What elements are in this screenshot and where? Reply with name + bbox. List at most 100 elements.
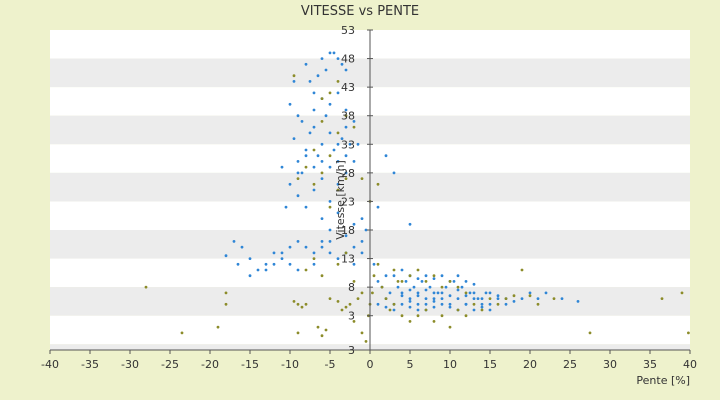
data-point [400, 294, 404, 298]
data-point [312, 188, 316, 192]
y-tick-label: 23 [341, 195, 355, 208]
data-point [408, 288, 412, 292]
data-point [456, 274, 460, 278]
data-point [364, 340, 368, 343]
data-point [344, 251, 348, 255]
data-point [504, 297, 508, 300]
data-point [256, 268, 260, 272]
data-point [392, 302, 396, 306]
y-tick-label: 33 [341, 138, 355, 151]
data-point [328, 102, 332, 106]
x-tick-label: -25 [161, 358, 179, 371]
data-point [520, 268, 524, 272]
data-point [320, 171, 324, 175]
data-points [144, 51, 690, 343]
y-tick-label: 53 [341, 24, 355, 37]
data-point [360, 240, 364, 243]
y-axis-label: Vitesse [km/h] [334, 160, 347, 240]
y-tick-label: 48 [341, 53, 355, 66]
data-point [296, 194, 300, 198]
data-point [352, 262, 356, 266]
data-point [320, 245, 324, 249]
data-point [296, 171, 300, 175]
data-point [320, 177, 324, 181]
data-point [408, 320, 412, 323]
data-point [288, 245, 292, 249]
data-point [312, 251, 316, 255]
data-point [292, 74, 296, 78]
data-point [304, 62, 308, 66]
data-point [360, 331, 364, 335]
data-point [360, 291, 364, 295]
data-point [336, 182, 340, 186]
data-point [424, 308, 428, 312]
data-point [320, 142, 324, 146]
data-point [288, 262, 292, 266]
data-point [264, 262, 268, 266]
data-point [144, 285, 148, 289]
data-point [272, 262, 276, 266]
data-point [344, 177, 348, 181]
data-point [312, 108, 316, 112]
data-point [328, 240, 332, 243]
data-point [404, 280, 408, 283]
data-point [316, 325, 320, 329]
data-point [304, 148, 308, 152]
data-point [240, 245, 244, 249]
data-point [232, 240, 236, 243]
x-tick-labels: -40 -35 -30 -25 -20 -15 -10 -5 0 5 10 15 20 25 30 35 40 [41, 350, 697, 371]
data-point [480, 305, 484, 309]
data-point [344, 154, 348, 158]
x-tick-label: 40 [683, 358, 697, 371]
x-tick-label: 15 [483, 358, 497, 371]
data-point [400, 280, 404, 283]
data-point [324, 114, 328, 118]
data-point [328, 154, 332, 158]
data-point [304, 302, 308, 306]
data-point [400, 291, 404, 295]
data-point [360, 217, 364, 221]
data-point [308, 131, 312, 135]
data-point [504, 302, 508, 306]
data-point [296, 302, 300, 306]
data-point [320, 217, 324, 221]
data-point [371, 291, 374, 295]
x-tick-label: -40 [41, 358, 59, 371]
data-point [416, 291, 420, 295]
data-point [424, 280, 428, 283]
y-tick-label: 43 [341, 81, 355, 94]
data-point [216, 325, 220, 329]
data-point [224, 302, 228, 306]
data-point [344, 114, 348, 118]
data-point [356, 142, 360, 146]
data-point [300, 305, 304, 309]
data-point [376, 280, 380, 283]
x-axis-label: Pente [%] [636, 374, 690, 387]
data-point [284, 205, 288, 209]
data-point [496, 302, 500, 306]
data-point [536, 297, 540, 300]
data-point [328, 251, 332, 255]
data-point [680, 291, 684, 295]
x-tick-label: 25 [563, 358, 577, 371]
x-tick-label: -15 [241, 358, 259, 371]
data-point [352, 280, 356, 283]
data-point [328, 51, 332, 55]
data-point [312, 125, 316, 129]
data-point [408, 300, 412, 303]
data-point [332, 51, 336, 55]
y-tick-label: 38 [341, 110, 355, 123]
data-point [448, 302, 452, 306]
data-point [432, 320, 436, 323]
data-point [456, 308, 460, 312]
data-point [448, 305, 452, 309]
x-tick-label: -20 [201, 358, 219, 371]
data-point [340, 137, 344, 141]
data-point [324, 68, 328, 72]
data-point [272, 251, 276, 255]
data-point [408, 274, 412, 278]
data-point [392, 268, 396, 272]
data-point [312, 262, 316, 266]
x-tick-label: -35 [81, 358, 99, 371]
